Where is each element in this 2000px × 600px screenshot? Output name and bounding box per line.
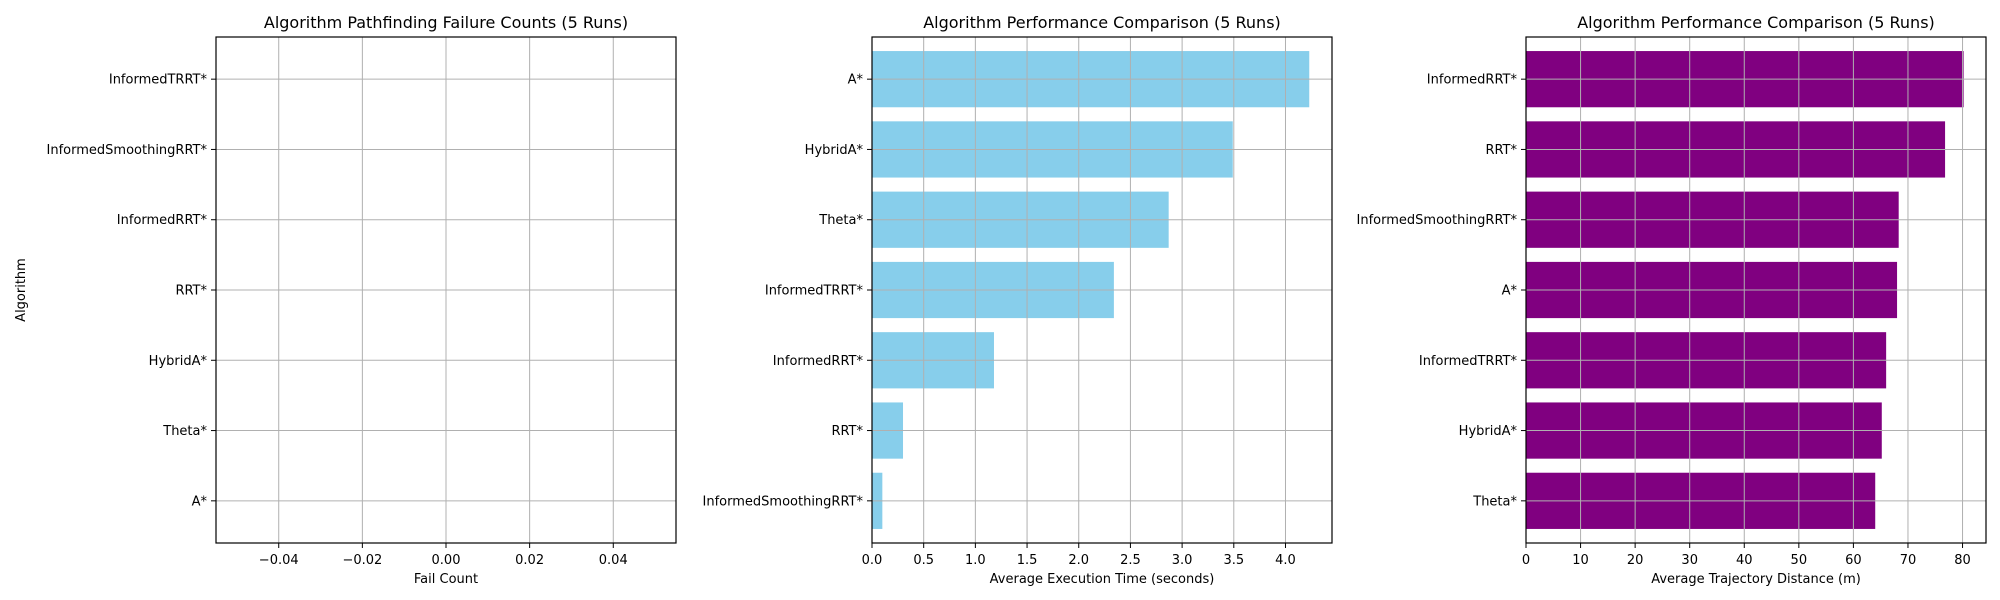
x-tick-label: 3.5 [1223, 553, 1244, 568]
grid [216, 37, 676, 543]
panel-fail-counts: −0.04 −0.02 0.00 0.02 0.04 InformedTRRT* Infor… [14, 13, 677, 587]
y-tick-label: InformedSmoothingRRT* [1357, 213, 1518, 228]
y-tick-label: InformedSmoothingRRT* [47, 143, 208, 158]
x-tick-label: 2.5 [1120, 553, 1141, 568]
y-tick-label: HybridA* [1459, 424, 1518, 439]
x-tick-label: 70 [1900, 553, 1917, 568]
x-tick-label: 50 [1791, 553, 1808, 568]
x-tick-label: 40 [1736, 553, 1753, 568]
y-tick-label: HybridA* [805, 143, 864, 158]
y-tick-label: HybridA* [149, 354, 208, 369]
x-tick-label: −0.04 [259, 553, 299, 568]
chart-title: Algorithm Performance Comparison (5 Runs… [1577, 13, 1935, 32]
y-tick-label: Theta* [818, 213, 863, 228]
y-tick-label: A* [192, 494, 208, 509]
x-tick-label: 0.02 [515, 553, 544, 568]
x-axis-label: Average Trajectory Distance (m) [1651, 572, 1861, 587]
x-tick-label: 3.0 [1172, 553, 1193, 568]
grid [1525, 37, 1986, 543]
y-tick-label: A* [848, 73, 864, 88]
y-tick-label: RRT* [831, 424, 863, 439]
y-tick-label: InformedTRRT* [109, 73, 208, 88]
grid [871, 37, 1332, 543]
y-tick-label: InformedRRT* [773, 354, 864, 369]
x-tick-label: 2.0 [1068, 553, 1089, 568]
x-tick-label: 0 [1522, 553, 1530, 568]
chart-title: Algorithm Performance Comparison (5 Runs… [923, 13, 1281, 32]
y-tick-label: Theta* [162, 424, 207, 439]
y-axis-label: Algorithm [14, 258, 29, 322]
panel-execution-time: 0.0 0.5 1.0 1.5 2.0 2.5 3.0 3.5 4.0 A* HybridA* The… [703, 13, 1333, 587]
panel-trajectory-distance: 0 10 20 30 40 50 60 70 80 InformedRRT* RRT* Informe… [1357, 13, 1987, 587]
y-tick-label: RRT* [175, 284, 207, 299]
x-tick-label: 0.00 [432, 553, 461, 568]
y-tick-label: A* [1502, 284, 1518, 299]
x-tick-label: 0.04 [599, 553, 628, 568]
x-tick-label: 0.0 [862, 553, 883, 568]
y-tick-label: RRT* [1485, 143, 1517, 158]
chart-title: Algorithm Pathfinding Failure Counts (5 … [264, 13, 628, 32]
x-tick-label: −0.02 [342, 553, 382, 568]
x-tick-label: 4.0 [1275, 553, 1296, 568]
y-tick-label: Theta* [1472, 494, 1517, 509]
y-tick-label: InformedRRT* [117, 213, 208, 228]
x-tick-label: 20 [1627, 553, 1644, 568]
x-tick-label: 80 [1954, 553, 1971, 568]
x-tick-label: 10 [1572, 553, 1589, 568]
y-tick-label: InformedRRT* [1427, 73, 1518, 88]
x-tick-label: 0.5 [913, 553, 934, 568]
x-tick-label: 1.0 [965, 553, 986, 568]
x-axis-label: Average Execution Time (seconds) [990, 572, 1215, 587]
y-tick-label: InformedTRRT* [765, 284, 864, 299]
x-tick-label: 60 [1845, 553, 1862, 568]
y-tick-label: InformedSmoothingRRT* [703, 494, 864, 509]
x-tick-label: 30 [1681, 553, 1698, 568]
x-tick-label: 1.5 [1017, 553, 1038, 568]
x-axis-label: Fail Count [414, 572, 478, 587]
y-tick-label: InformedTRRT* [1419, 354, 1518, 369]
